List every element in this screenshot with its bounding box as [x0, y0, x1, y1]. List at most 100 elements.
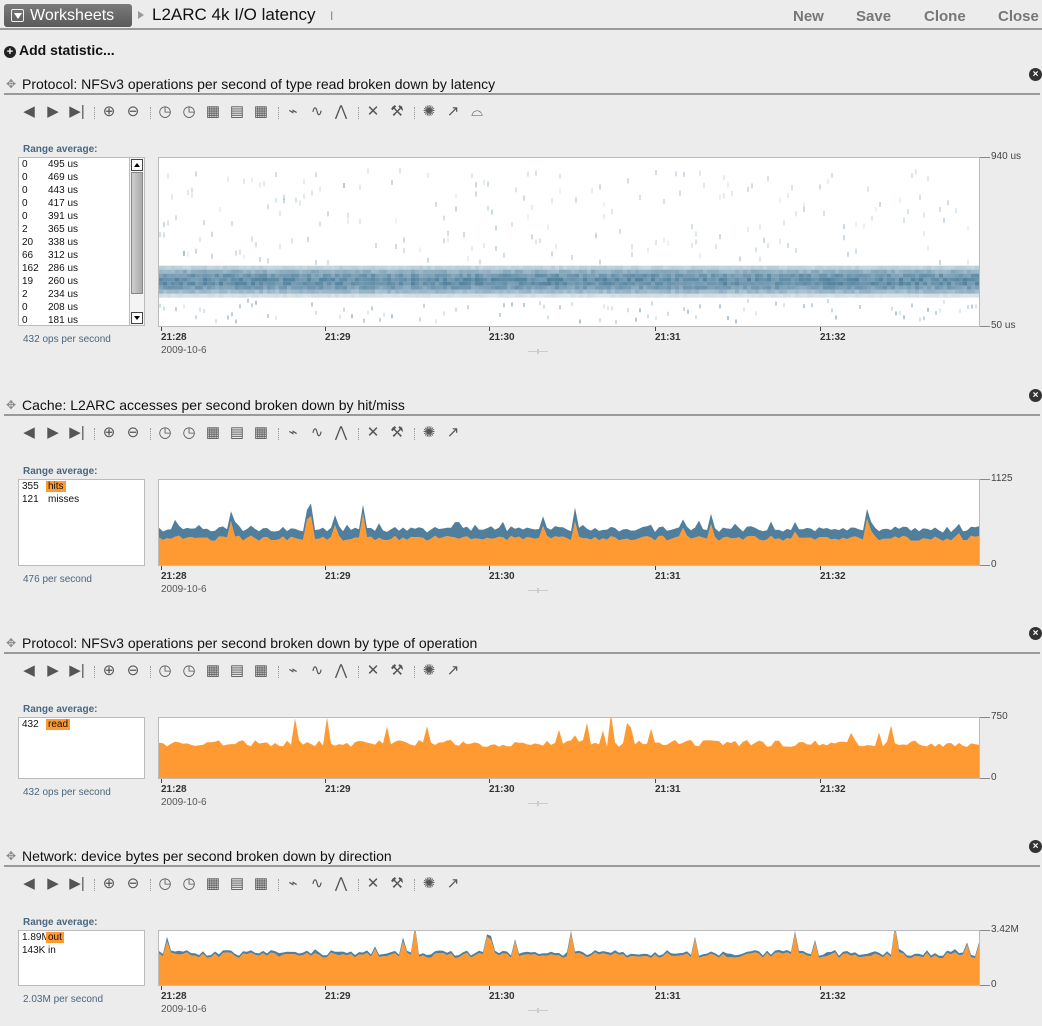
line-chart-icon[interactable]: ⌁ — [288, 875, 298, 892]
pause-icon[interactable]: ◷ — [158, 424, 172, 441]
table-icon[interactable]: ▦ — [205, 875, 221, 892]
mountain-chart-icon[interactable]: ⋀ — [334, 424, 348, 441]
jump-end-icon[interactable]: ▶| — [69, 103, 85, 120]
drilldown-icon[interactable]: ✕ — [366, 875, 380, 892]
table-alt-icon[interactable]: ▤ — [229, 875, 245, 892]
resize-handle[interactable] — [528, 588, 548, 593]
color-wheel-icon[interactable]: ✺ — [422, 875, 436, 892]
mountain-chart-icon[interactable]: ⋀ — [334, 103, 348, 120]
drag-handle-icon[interactable]: ✥ — [6, 77, 17, 91]
back-icon[interactable]: ◀ — [23, 875, 35, 892]
zoom-in-icon[interactable]: ⊕ — [102, 875, 116, 892]
zoom-in-icon[interactable]: ⊕ — [102, 103, 116, 120]
line-chart-icon[interactable]: ⌁ — [288, 424, 298, 441]
mountain-chart-icon[interactable]: ⋀ — [334, 875, 348, 892]
forward-icon[interactable]: ▶ — [47, 424, 59, 441]
threshold-icon[interactable]: ⌓ — [471, 103, 483, 120]
zoom-out-icon[interactable]: ⊖ — [126, 662, 140, 679]
worksheet-title[interactable]: L2ARC 4k I/O latency — [152, 5, 316, 24]
table-alt-icon[interactable]: ▤ — [229, 662, 245, 679]
statistic-chart[interactable] — [158, 717, 980, 779]
table-icon[interactable]: ▦ — [205, 103, 221, 120]
back-icon[interactable]: ◀ — [23, 103, 35, 120]
line-chart-alt-icon[interactable]: ∿ — [310, 424, 324, 441]
drag-handle-icon[interactable]: ✥ — [6, 636, 17, 650]
line-chart-icon[interactable]: ⌁ — [288, 103, 298, 120]
clone-button[interactable]: Clone — [924, 8, 966, 25]
clock-icon[interactable]: ◷ — [182, 424, 196, 441]
legend-list[interactable]: 355 hits 121 misses — [18, 479, 145, 566]
color-wheel-icon[interactable]: ✺ — [422, 424, 436, 441]
forward-icon[interactable]: ▶ — [47, 875, 59, 892]
zoom-in-icon[interactable]: ⊕ — [102, 662, 116, 679]
legend-list[interactable]: 432 read — [18, 717, 145, 779]
zoom-out-icon[interactable]: ⊖ — [126, 424, 140, 441]
export-icon[interactable]: ↗ — [446, 875, 460, 892]
drilldown-icon[interactable]: ✕ — [366, 424, 380, 441]
scroll-thumb[interactable] — [131, 172, 143, 294]
hammer-icon[interactable]: ⚒ — [390, 424, 404, 441]
line-chart-alt-icon[interactable]: ∿ — [310, 875, 324, 892]
back-icon[interactable]: ◀ — [23, 424, 35, 441]
table-grid-icon[interactable]: ▦ — [253, 662, 269, 679]
color-wheel-icon[interactable]: ✺ — [422, 662, 436, 679]
close-statistic-icon[interactable]: × — [1029, 627, 1042, 640]
forward-icon[interactable]: ▶ — [47, 662, 59, 679]
jump-end-icon[interactable]: ▶| — [69, 424, 85, 441]
table-grid-icon[interactable]: ▦ — [253, 103, 269, 120]
table-alt-icon[interactable]: ▤ — [229, 424, 245, 441]
line-chart-icon[interactable]: ⌁ — [288, 662, 298, 679]
worksheets-menu-button[interactable]: Worksheets — [4, 4, 132, 27]
save-button[interactable]: Save — [856, 8, 892, 25]
close-statistic-icon[interactable]: × — [1029, 840, 1042, 853]
table-icon[interactable]: ▦ — [205, 662, 221, 679]
back-icon[interactable]: ◀ — [23, 662, 35, 679]
statistic-chart[interactable] — [158, 157, 980, 327]
resize-handle[interactable] — [528, 1008, 548, 1013]
drilldown-icon[interactable]: ✕ — [366, 103, 380, 120]
color-wheel-icon[interactable]: ✺ — [422, 103, 436, 120]
jump-end-icon[interactable]: ▶| — [69, 662, 85, 679]
hammer-icon[interactable]: ⚒ — [390, 103, 404, 120]
drag-handle-icon[interactable]: ✥ — [6, 849, 17, 863]
line-chart-alt-icon[interactable]: ∿ — [310, 662, 324, 679]
legend-scrollbar[interactable] — [129, 158, 144, 325]
zoom-out-icon[interactable]: ⊖ — [126, 875, 140, 892]
statistic-chart[interactable] — [158, 930, 980, 986]
close-worksheet-button[interactable]: Close — [998, 8, 1039, 25]
scroll-down-icon[interactable] — [131, 312, 143, 324]
close-statistic-icon[interactable]: × — [1029, 389, 1042, 402]
clock-icon[interactable]: ◷ — [182, 662, 196, 679]
export-icon[interactable]: ↗ — [446, 424, 460, 441]
hammer-icon[interactable]: ⚒ — [390, 662, 404, 679]
pause-icon[interactable]: ◷ — [158, 103, 172, 120]
hammer-icon[interactable]: ⚒ — [390, 875, 404, 892]
scroll-up-icon[interactable] — [131, 159, 143, 171]
clock-icon[interactable]: ◷ — [182, 103, 196, 120]
legend-list[interactable]: 1.89M out 143K in — [18, 930, 145, 986]
clock-icon[interactable]: ◷ — [182, 875, 196, 892]
line-chart-alt-icon[interactable]: ∿ — [310, 103, 324, 120]
add-statistic-button[interactable]: + Add statistic... — [4, 42, 115, 58]
resize-handle[interactable] — [528, 801, 548, 806]
table-grid-icon[interactable]: ▦ — [253, 424, 269, 441]
table-grid-icon[interactable]: ▦ — [253, 875, 269, 892]
zoom-out-icon[interactable]: ⊖ — [126, 103, 140, 120]
export-icon[interactable]: ↗ — [446, 662, 460, 679]
mountain-chart-icon[interactable]: ⋀ — [334, 662, 348, 679]
export-icon[interactable]: ↗ — [446, 103, 460, 120]
table-alt-icon[interactable]: ▤ — [229, 103, 245, 120]
drag-handle-icon[interactable]: ✥ — [6, 398, 17, 412]
statistic-chart[interactable] — [158, 479, 980, 566]
forward-icon[interactable]: ▶ — [47, 103, 59, 120]
new-button[interactable]: New — [793, 8, 824, 25]
zoom-in-icon[interactable]: ⊕ — [102, 424, 116, 441]
drilldown-icon[interactable]: ✕ — [366, 662, 380, 679]
resize-handle[interactable] — [528, 349, 548, 354]
legend-list[interactable]: 0 495 us 0 469 us 0 443 us 0 417 us 0 391 us 2 365 … — [18, 157, 145, 326]
pause-icon[interactable]: ◷ — [158, 662, 172, 679]
pause-icon[interactable]: ◷ — [158, 875, 172, 892]
close-statistic-icon[interactable]: × — [1029, 68, 1042, 81]
jump-end-icon[interactable]: ▶| — [69, 875, 85, 892]
table-icon[interactable]: ▦ — [205, 424, 221, 441]
